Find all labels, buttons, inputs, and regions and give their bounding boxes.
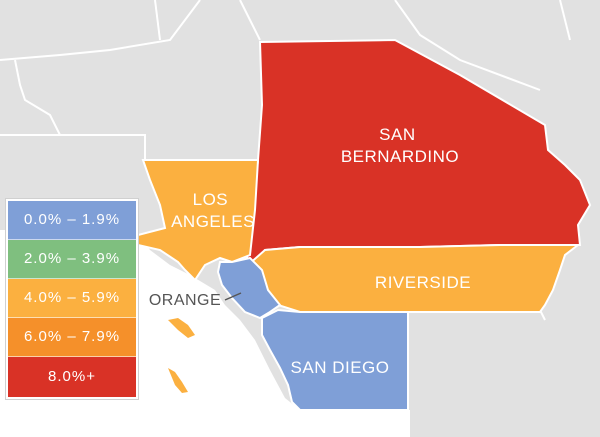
county-labels: SAN BERNARDINO LOS ANGELES RIVERSIDE ORA…	[149, 125, 471, 377]
legend-item: 0.0% – 1.9%	[8, 201, 136, 240]
label-san-diego: SAN DIEGO	[291, 358, 390, 377]
legend-item: 2.0% – 3.9%	[8, 240, 136, 279]
label-los-angeles: LOS ANGELES	[171, 190, 255, 231]
island-santa-catalina	[168, 318, 195, 338]
label-orange: ORANGE	[149, 292, 221, 309]
county-san-diego[interactable]	[261, 308, 409, 411]
island-san-clemente	[168, 368, 188, 393]
legend-item: 6.0% – 7.9%	[8, 318, 136, 357]
county-orange[interactable]	[216, 256, 282, 320]
legend-item: 8.0%+	[8, 357, 136, 397]
legend-item: 4.0% – 5.9%	[8, 279, 136, 318]
channel-islands	[168, 318, 195, 393]
orange-callout-line	[224, 292, 242, 301]
legend: 0.0% – 1.9% 2.0% – 3.9% 4.0% – 5.9% 6.0%…	[6, 199, 138, 399]
label-riverside: RIVERSIDE	[375, 273, 471, 292]
label-san-bernardino: SAN BERNARDINO	[341, 125, 459, 166]
county-los-angeles[interactable]	[137, 159, 260, 282]
